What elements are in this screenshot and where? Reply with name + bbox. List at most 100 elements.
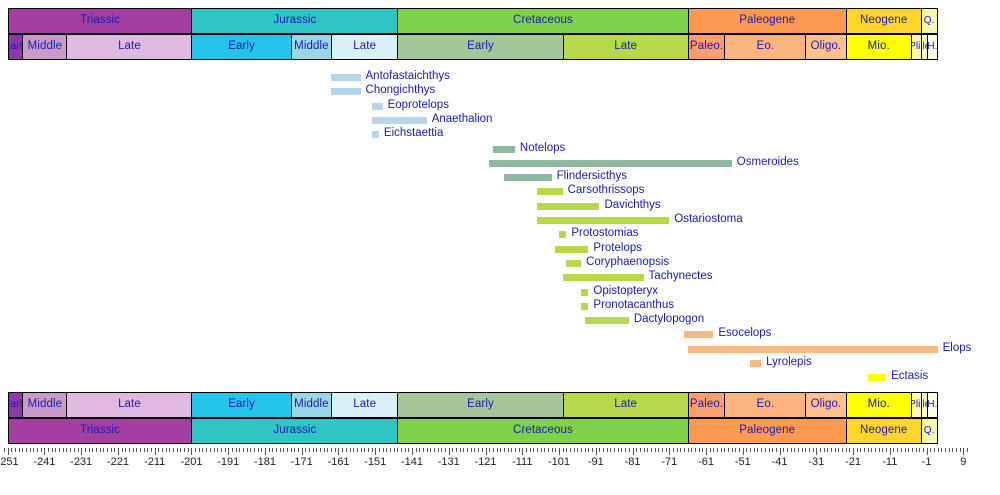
taxon-range-bar[interactable] <box>562 274 644 282</box>
timescale-interval[interactable]: Jurassic <box>191 418 398 444</box>
taxon-range-row[interactable]: Notelops <box>0 142 1000 156</box>
axis-tick-minor <box>99 448 101 452</box>
taxon-range-bar[interactable] <box>371 116 427 124</box>
timescale-interval[interactable]: Oligo. <box>805 392 846 418</box>
taxon-range-bar[interactable] <box>371 131 379 139</box>
taxon-range-row[interactable]: Ectasis <box>0 370 1000 384</box>
timescale-interval[interactable]: Eo. <box>724 392 806 418</box>
taxon-range-row[interactable]: Antofastaichthys <box>0 70 1000 84</box>
timescale-interval[interactable]: Paleo. <box>687 34 725 60</box>
taxon-range-row[interactable]: Anaethalion <box>0 113 1000 127</box>
taxon-range-bar[interactable] <box>581 288 589 296</box>
taxon-range-bar[interactable] <box>750 360 762 367</box>
timescale-interval[interactable]: Late <box>562 34 688 60</box>
timescale-interval[interactable]: Early <box>397 34 563 60</box>
taxon-range-bar[interactable] <box>489 159 732 167</box>
timescale-interval[interactable]: Ple. <box>920 392 928 418</box>
axis-tick-label: -21 <box>845 456 861 468</box>
taxon-label: Eoprotelops <box>387 98 449 111</box>
taxon-range-bar[interactable] <box>371 102 383 110</box>
timescale-interval[interactable]: Mio. <box>845 34 911 60</box>
timescale-interval[interactable]: H. <box>927 34 938 60</box>
taxon-range-row[interactable]: Protostomias <box>0 227 1000 241</box>
taxon-range-row[interactable]: Chongichthys <box>0 84 1000 98</box>
timescale-interval[interactable]: Jurassic <box>191 8 398 34</box>
taxon-range-bar[interactable] <box>503 174 552 182</box>
axis-tick-minor <box>121 448 123 452</box>
axis-tick-minor <box>775 448 777 452</box>
timescale-interval[interactable]: Neogene <box>845 418 921 444</box>
timescale-interval[interactable]: Eo. <box>724 34 806 60</box>
timescale-interval[interactable]: Late <box>66 392 192 418</box>
timescale-interval[interactable]: Middle <box>290 392 332 418</box>
timescale-interval[interactable]: Oligo. <box>805 34 846 60</box>
taxon-range-row[interactable]: Tachynectes <box>0 270 1000 284</box>
taxon-range-row[interactable]: Coryphaenopsis <box>0 256 1000 270</box>
axis-tick-minor <box>242 448 244 452</box>
timescale-interval[interactable]: Neogene <box>845 8 921 34</box>
axis-tick-minor <box>849 448 851 452</box>
axis-tick-minor <box>812 448 814 452</box>
taxon-range-bar[interactable] <box>536 188 563 196</box>
taxon-range-bar[interactable] <box>867 374 887 382</box>
taxon-range-row[interactable]: Lyrolepis <box>0 356 1000 370</box>
axis-tick-minor <box>367 448 369 452</box>
taxon-range-row[interactable]: Esocelops <box>0 327 1000 341</box>
timescale-interval[interactable]: Late <box>331 392 398 418</box>
taxon-range-row[interactable]: Protelops <box>0 242 1000 256</box>
timescale-interval[interactable]: Late <box>66 34 192 60</box>
taxon-range-row[interactable]: Carsothrissops <box>0 184 1000 198</box>
axis-tick-minor <box>393 448 395 452</box>
timescale-interval[interactable]: Late <box>331 34 398 60</box>
timescale-interval[interactable]: Triassic <box>7 8 192 34</box>
taxon-range-row[interactable]: Flindersicthys <box>0 170 1000 184</box>
taxon-range-bar[interactable] <box>566 259 582 267</box>
taxon-range-bar[interactable] <box>536 217 670 224</box>
taxon-range-bar[interactable] <box>536 202 600 210</box>
timescale-interval[interactable]: Cretaceous <box>397 418 688 444</box>
timescale-interval[interactable]: Late <box>562 392 688 418</box>
timescale-interval[interactable]: Middle <box>22 34 67 60</box>
axis-tick-major <box>963 448 965 455</box>
timescale-interval[interactable]: Paleo. <box>687 392 725 418</box>
taxon-range-row[interactable]: Elops <box>0 342 1000 356</box>
taxon-range-bar[interactable] <box>581 302 589 310</box>
taxon-range-row[interactable]: Dactylopogon <box>0 313 1000 327</box>
timescale-interval[interactable]: Middle <box>22 392 67 418</box>
timescale-interval[interactable]: Q. <box>920 418 938 444</box>
taxon-range-row[interactable]: Ostariostoma <box>0 213 1000 227</box>
taxon-range-bar[interactable] <box>492 145 515 153</box>
taxon-range-bar[interactable] <box>331 74 361 81</box>
timescale-interval[interactable]: Early <box>397 392 563 418</box>
taxon-range-row[interactable]: Pronotacanthus <box>0 299 1000 313</box>
taxon-range-bar[interactable] <box>687 345 938 353</box>
timescale-interval[interactable]: Early <box>191 34 291 60</box>
timescale-interval[interactable]: Q. <box>920 8 938 34</box>
axis-tick-minor <box>838 448 840 452</box>
timescale-interval[interactable]: Early <box>7 34 23 60</box>
timescale-interval[interactable]: Ple. <box>920 34 928 60</box>
timescale-interval[interactable]: Pli. <box>910 34 921 60</box>
timescale-interval[interactable]: Paleogene <box>687 418 846 444</box>
taxon-range-row[interactable]: Eichstaettia <box>0 127 1000 141</box>
timescale-interval[interactable]: Middle <box>290 34 332 60</box>
taxon-range-row[interactable]: Osmeroides <box>0 156 1000 170</box>
timescale-interval[interactable]: Cretaceous <box>397 8 688 34</box>
taxon-range-row[interactable]: Davichthys <box>0 199 1000 213</box>
timescale-interval[interactable]: H. <box>927 392 938 418</box>
taxon-range-row[interactable]: Eoprotelops <box>0 99 1000 113</box>
timescale-interval[interactable]: Paleogene <box>687 8 846 34</box>
timescale-interval[interactable]: Triassic <box>7 418 192 444</box>
taxon-range-bar[interactable] <box>683 331 714 339</box>
taxon-range-bar[interactable] <box>559 231 567 239</box>
timescale-interval[interactable]: Early <box>191 392 291 418</box>
taxon-range-row[interactable]: Opistopteryx <box>0 285 1000 299</box>
time-axis: -251 -241 -231 -221 -211 -201 -191 -181 -171 -161… <box>0 448 1000 495</box>
timescale-interval[interactable]: Pli. <box>910 392 921 418</box>
axis-tick-minor <box>467 448 469 452</box>
taxon-range-bar[interactable] <box>331 88 361 96</box>
timescale-interval[interactable]: Mio. <box>845 392 911 418</box>
taxon-range-bar[interactable] <box>584 317 629 325</box>
timescale-interval[interactable]: Early <box>7 392 23 418</box>
taxon-range-bar[interactable] <box>555 245 589 253</box>
